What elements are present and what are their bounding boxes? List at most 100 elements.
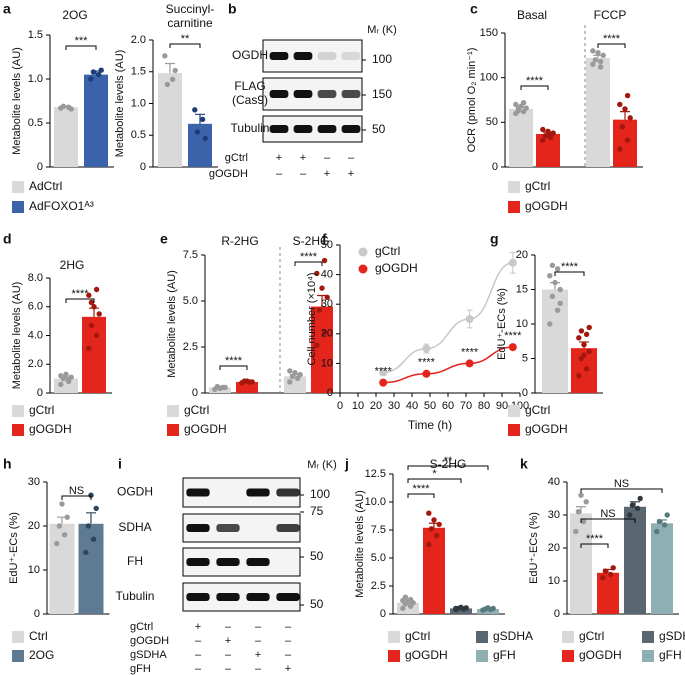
significance-bracket — [294, 261, 323, 266]
significance-bracket — [554, 271, 585, 276]
data-point — [629, 502, 636, 508]
y-axis-label: EdU⁺-ECs (%) — [8, 512, 20, 584]
blot-band — [186, 488, 210, 497]
bar — [397, 602, 419, 614]
band-label: FLAG — [234, 79, 265, 93]
data-point — [540, 126, 546, 133]
data-point — [661, 522, 668, 528]
mr-value: 50 — [310, 549, 324, 563]
legend-swatch — [167, 405, 179, 417]
series-line — [383, 346, 513, 384]
y-tick-label: 7.5 — [183, 249, 198, 261]
data-point — [95, 71, 102, 78]
legend-label: gCtrl — [525, 403, 550, 417]
blot-band — [216, 558, 240, 566]
significance-bracket — [65, 298, 95, 303]
data-point — [557, 286, 563, 293]
data-point — [199, 116, 206, 123]
data-point — [321, 329, 328, 335]
band-label: Tubulin — [231, 121, 270, 135]
significance-label: **** — [603, 33, 621, 45]
significance-bracket — [407, 493, 435, 498]
data-point — [428, 526, 435, 532]
bar — [188, 123, 212, 167]
y-axis-label: OCR (pmol O₂ min⁻¹) — [466, 48, 478, 153]
data-point — [292, 370, 298, 376]
legend-swatch — [642, 650, 654, 662]
data-point — [576, 335, 582, 341]
data-point — [61, 532, 68, 538]
y-tick-label: 30 — [321, 298, 333, 310]
lane-symbol: + — [276, 152, 282, 164]
significance-bracket — [520, 85, 549, 90]
data-point — [654, 528, 660, 535]
legend-swatch — [508, 424, 520, 436]
data-point — [85, 523, 92, 529]
data-point — [88, 76, 94, 82]
data-point — [465, 315, 474, 323]
data-point — [162, 53, 168, 59]
band-label: Tubulin — [116, 589, 155, 603]
data-point — [314, 270, 320, 277]
y-tick-label: 0 — [492, 161, 498, 173]
legend-swatch — [12, 631, 24, 643]
legend-swatch — [508, 405, 520, 417]
lane-symbol: – — [285, 649, 292, 661]
mr-value: 50 — [372, 122, 386, 136]
bar — [542, 289, 568, 393]
significance-label: ** — [444, 455, 453, 467]
legend-swatch — [388, 650, 400, 662]
y-tick-label: 0 — [380, 608, 386, 620]
data-point — [547, 273, 553, 279]
y-tick-label: 30 — [548, 509, 560, 521]
data-point — [88, 492, 94, 498]
y-tick-label: 2.0 — [28, 358, 43, 370]
data-point — [222, 384, 228, 391]
blot-band — [269, 52, 289, 60]
y-tick-label: 50 — [486, 116, 498, 128]
data-point — [422, 369, 431, 378]
blot-band — [186, 558, 210, 566]
bar — [477, 608, 499, 614]
lane-symbol: – — [300, 168, 307, 180]
legend-swatch — [12, 201, 24, 213]
lane-symbol: – — [255, 635, 262, 647]
y-axis-label: EdU⁺-ECs (%) — [528, 512, 540, 584]
data-point — [402, 594, 409, 600]
blot-band — [269, 90, 289, 98]
condition-label: gCtrl — [225, 152, 248, 164]
data-point — [426, 541, 432, 548]
data-point — [465, 359, 474, 368]
chart-title: Succinyl- — [166, 2, 215, 16]
significance-bracket — [580, 488, 663, 493]
legend-label: gOGDH — [405, 648, 448, 662]
legend-label: gCtrl — [579, 629, 604, 643]
legend-swatch — [476, 631, 488, 643]
data-point — [523, 105, 529, 111]
y-tick-label: 2.0 — [131, 34, 146, 46]
legend-swatch — [562, 631, 574, 643]
data-point — [581, 352, 587, 358]
data-point — [422, 344, 431, 353]
blot-band — [341, 90, 361, 98]
blot-band — [276, 593, 300, 601]
x-axis-label: Time (h) — [408, 418, 452, 432]
bar — [597, 572, 619, 614]
data-point — [458, 604, 464, 610]
legend-swatch — [508, 181, 520, 193]
y-tick-label: 40 — [548, 476, 560, 488]
blot-band — [246, 488, 270, 497]
significance-label: NS — [614, 478, 629, 490]
y-tick-label: 0 — [37, 387, 43, 399]
blot-band — [276, 524, 300, 532]
band-label: SDHA — [118, 520, 151, 534]
group-title: R-2HG — [221, 234, 258, 248]
legend-label: gOGDH — [29, 422, 72, 436]
data-point — [513, 101, 519, 108]
y-tick-label: 20 — [516, 249, 528, 261]
data-point — [557, 300, 563, 306]
y-tick-label: 0 — [327, 387, 333, 399]
significance-label: **** — [375, 366, 393, 378]
blot-band — [246, 593, 270, 601]
